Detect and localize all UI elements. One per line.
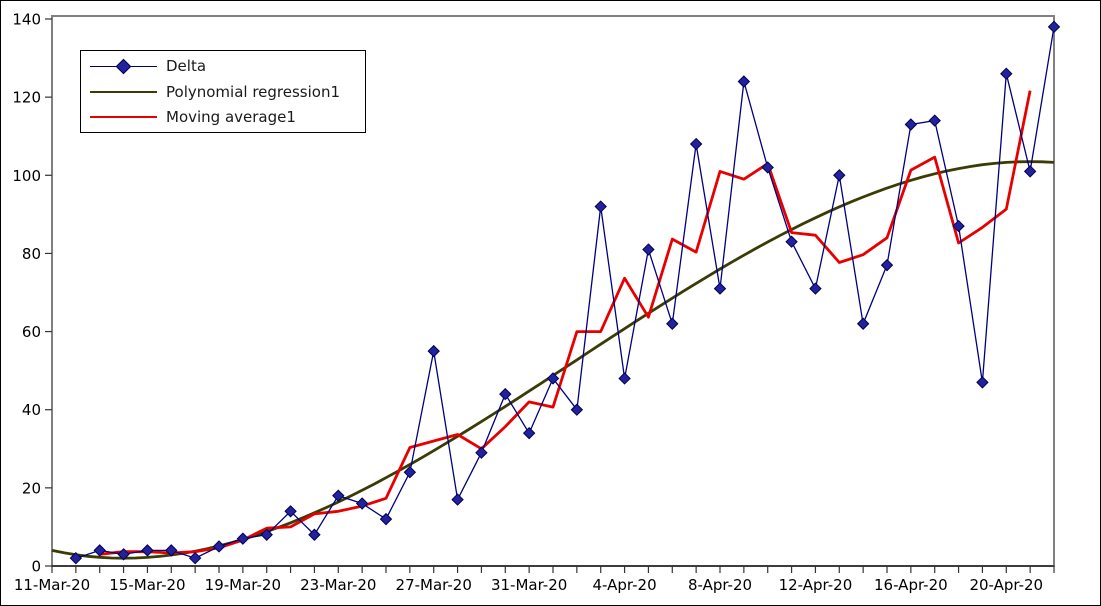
x-tick-label: 19-Mar-20 xyxy=(205,576,281,594)
legend: Delta Polynomial regression1 Moving aver… xyxy=(80,50,366,133)
y-tick-label: 120 xyxy=(12,89,41,107)
delta-marker xyxy=(833,169,846,182)
delta-marker xyxy=(475,446,488,459)
delta-marker xyxy=(332,489,345,502)
legend-label-delta: Delta xyxy=(166,56,207,75)
delta-marker xyxy=(642,243,655,256)
delta-marker xyxy=(69,551,83,565)
legend-item-moving-average: Moving average1 xyxy=(90,104,365,130)
x-tick-label: 31-Mar-20 xyxy=(491,576,567,594)
y-tick-label: 60 xyxy=(22,323,41,341)
delta-marker xyxy=(546,372,560,385)
x-tick-label: 23-Mar-20 xyxy=(300,576,376,594)
y-tick-label: 80 xyxy=(22,245,41,263)
polynomial-line-swatch xyxy=(90,85,157,99)
delta-marker xyxy=(880,258,894,272)
y-tick-label: 20 xyxy=(22,479,41,497)
y-tick-label: 0 xyxy=(31,558,41,576)
delta-marker xyxy=(713,282,727,295)
delta-marker xyxy=(952,219,965,233)
delta-marker xyxy=(451,493,464,506)
legend-item-delta: Delta xyxy=(90,53,365,79)
delta-marker xyxy=(522,426,536,440)
delta-marker xyxy=(403,466,417,479)
legend-label-moving-average: Moving average1 xyxy=(166,108,296,127)
delta-marker xyxy=(666,317,679,330)
delta-marker xyxy=(236,532,250,545)
delta-marker xyxy=(355,497,369,510)
delta-marker xyxy=(856,317,870,330)
delta-marker xyxy=(117,548,130,561)
diamond-marker-icon xyxy=(115,58,132,75)
delta-marker xyxy=(427,344,440,358)
delta-marker xyxy=(1023,165,1037,178)
delta-marker xyxy=(689,137,703,151)
delta-marker xyxy=(141,544,154,557)
delta-marker xyxy=(904,118,918,131)
moving-average-line xyxy=(99,90,1032,556)
delta-marker xyxy=(188,551,202,565)
delta-marker xyxy=(785,235,798,248)
delta-marker xyxy=(165,544,178,557)
legend-label-polynomial: Polynomial regression1 xyxy=(166,82,341,101)
delta-marker xyxy=(308,528,321,541)
x-tick-label: 4-Apr-20 xyxy=(593,576,657,594)
delta-marker xyxy=(499,387,512,401)
delta-marker xyxy=(570,403,584,416)
delta-marker xyxy=(284,505,297,518)
legend-item-polynomial: Polynomial regression1 xyxy=(90,79,365,105)
polynomial-line-sample xyxy=(90,90,157,93)
x-tick-label: 11-Mar-20 xyxy=(14,576,90,594)
delta-marker xyxy=(1047,20,1061,34)
delta-marker xyxy=(260,528,273,541)
x-tick-label: 8-Apr-20 xyxy=(688,576,752,594)
polynomial-regression-line xyxy=(51,160,1055,560)
x-tick-label: 27-Mar-20 xyxy=(396,576,472,594)
x-tick-label: 16-Apr-20 xyxy=(874,576,948,594)
x-tick-label: 20-Apr-20 xyxy=(969,576,1043,594)
x-tick-label: 12-Apr-20 xyxy=(779,576,853,594)
moving-average-line-sample xyxy=(90,116,157,119)
delta-marker xyxy=(618,372,631,385)
y-tick-label: 40 xyxy=(22,401,41,419)
delta-marker xyxy=(761,161,774,174)
delta-marker xyxy=(737,75,751,88)
y-tick-label: 140 xyxy=(12,11,41,29)
delta-marker xyxy=(1000,67,1013,80)
delta-marker xyxy=(928,114,941,127)
delta-marker xyxy=(93,544,106,557)
delta-marker xyxy=(379,512,393,526)
delta-marker xyxy=(976,376,989,389)
moving-average-line-swatch xyxy=(90,110,157,124)
delta-marker xyxy=(212,540,226,553)
delta-marker xyxy=(809,282,822,295)
delta-marker xyxy=(594,200,607,213)
x-tick-label: 15-Mar-20 xyxy=(109,576,185,594)
y-tick-label: 100 xyxy=(12,167,41,185)
delta-line-swatch xyxy=(90,58,157,75)
